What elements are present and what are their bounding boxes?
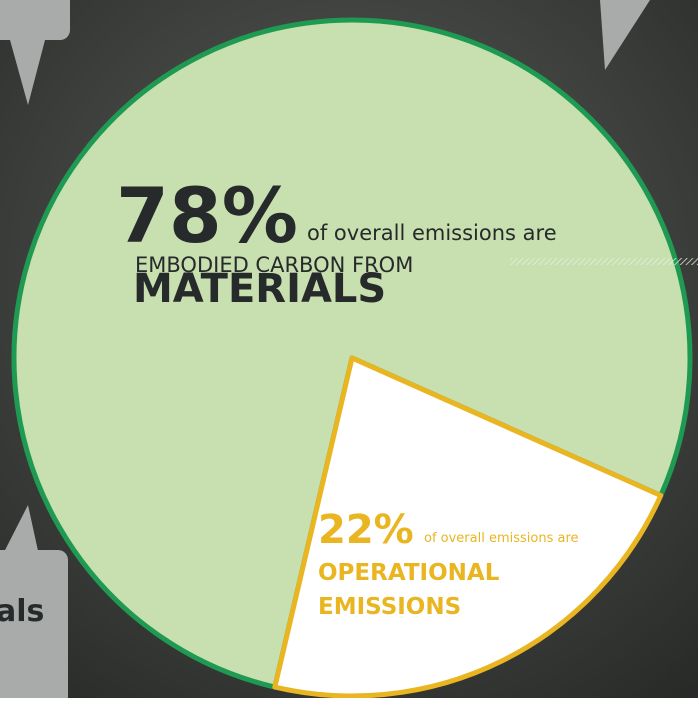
- labels: 78% of overall emissions are EMBODIED CARB…: [116, 171, 579, 620]
- annotation-line: EMBODIED CARBON FROM: [135, 253, 413, 277]
- value-label: 22%: [318, 507, 414, 553]
- pie-slice: [11, 17, 693, 690]
- annotation-lead: of overall emissions are: [307, 221, 557, 245]
- annotation-emphasis: OPERATIONAL: [318, 560, 500, 586]
- side-box-text: als: [0, 594, 44, 629]
- pie: [11, 17, 693, 699]
- callout-pointer: [600, 0, 650, 70]
- callout-box: [0, 0, 70, 40]
- pie-slice: [272, 355, 664, 699]
- callout-pointer: [10, 40, 45, 105]
- side-box: [0, 550, 68, 702]
- annotation-lead: of overall emissions are: [424, 531, 579, 546]
- leader-line: [510, 258, 698, 265]
- callout-pointer: [0, 505, 40, 560]
- annotation-emphasis: EMISSIONS: [318, 594, 461, 620]
- value-label: 78%: [116, 171, 298, 260]
- annotation-emphasis: MATERIALS: [133, 266, 386, 312]
